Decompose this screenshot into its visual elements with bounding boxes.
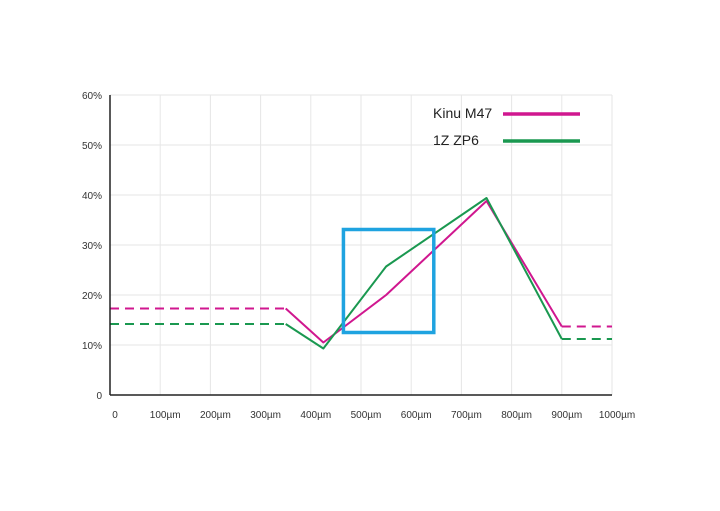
x-tick-label: 900µm bbox=[551, 410, 582, 421]
x-tick-label: 400µm bbox=[300, 410, 331, 421]
highlight-rectangle bbox=[341, 227, 436, 335]
y-tick-label: 30% bbox=[82, 241, 102, 252]
legend-label-1z-zp6: 1Z ZP6 bbox=[433, 132, 479, 148]
x-tick-label: 700µm bbox=[451, 410, 482, 421]
x-tick-label: 800µm bbox=[501, 410, 532, 421]
y-tick-label: 40% bbox=[82, 191, 102, 202]
y-tick-label: 20% bbox=[82, 291, 102, 302]
legend-label-kinu-m47: Kinu M47 bbox=[433, 105, 492, 121]
x-tick-label: 600µm bbox=[401, 410, 432, 421]
y-tick-label: 50% bbox=[82, 141, 102, 152]
y-tick-label: 10% bbox=[82, 341, 102, 352]
y-tick-label: 0 bbox=[96, 391, 102, 402]
grid-lines bbox=[110, 94, 613, 395]
x-tick-label: 200µm bbox=[200, 410, 231, 421]
series-1z-zp6-line bbox=[285, 197, 563, 350]
x-tick-label: 300µm bbox=[250, 410, 281, 421]
x-tick-label: 1000µm bbox=[599, 410, 635, 421]
x-tick-label: 500µm bbox=[351, 410, 382, 421]
series-kinu-m47-line bbox=[285, 200, 563, 344]
x-tick-label: 0 bbox=[112, 410, 118, 421]
series-lines bbox=[110, 197, 612, 350]
y-tick-label: 60% bbox=[82, 91, 102, 102]
legend: Kinu M47 1Z ZP6 bbox=[433, 105, 580, 148]
y-axis-ticks: 0 10% 20% 30% 40% 50% 60% bbox=[82, 91, 102, 402]
x-tick-label: 100µm bbox=[150, 410, 181, 421]
x-axis-ticks: 0 100µm 200µm 300µm 400µm 500µm 600µm 700µm 800µ… bbox=[112, 410, 635, 421]
annotations bbox=[341, 227, 436, 335]
